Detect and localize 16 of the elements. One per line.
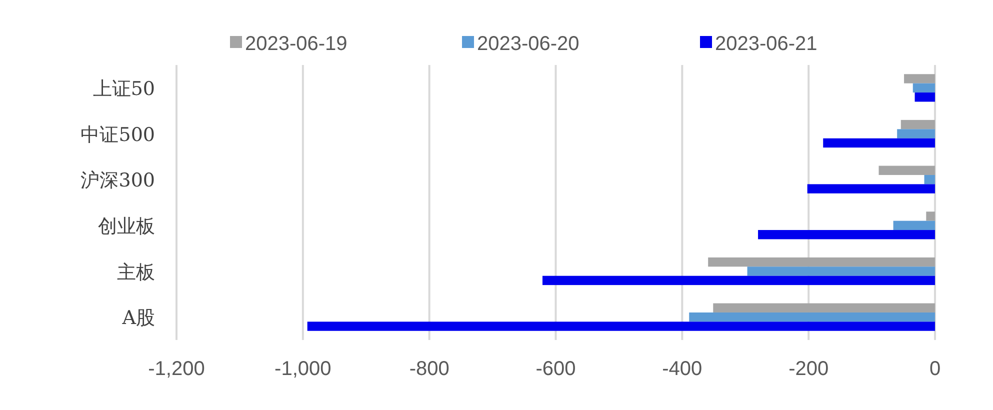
legend-label: 2023-06-21 (715, 33, 818, 55)
x-tick-label: -1,000 (274, 358, 332, 380)
legend-label: 2023-06-19 (245, 33, 348, 55)
y-tick-label: 创业板 (98, 215, 155, 238)
x-tick-label: -1,200 (148, 358, 205, 380)
x-tick-label: 0 (929, 358, 941, 380)
legend-label: 2023-06-20 (477, 33, 580, 55)
x-tick-label: -400 (662, 358, 702, 380)
y-tick-label: 沪深300 (80, 170, 155, 192)
y-tick-label: 中证500 (80, 124, 155, 146)
x-tick-label: -600 (536, 358, 576, 380)
x-tick-label: -200 (788, 358, 829, 380)
y-tick-label: A股 (121, 307, 155, 330)
x-tick-label: -800 (409, 358, 450, 380)
y-tick-label: 主板 (117, 261, 155, 284)
y-tick-label: 上证50 (92, 78, 155, 100)
